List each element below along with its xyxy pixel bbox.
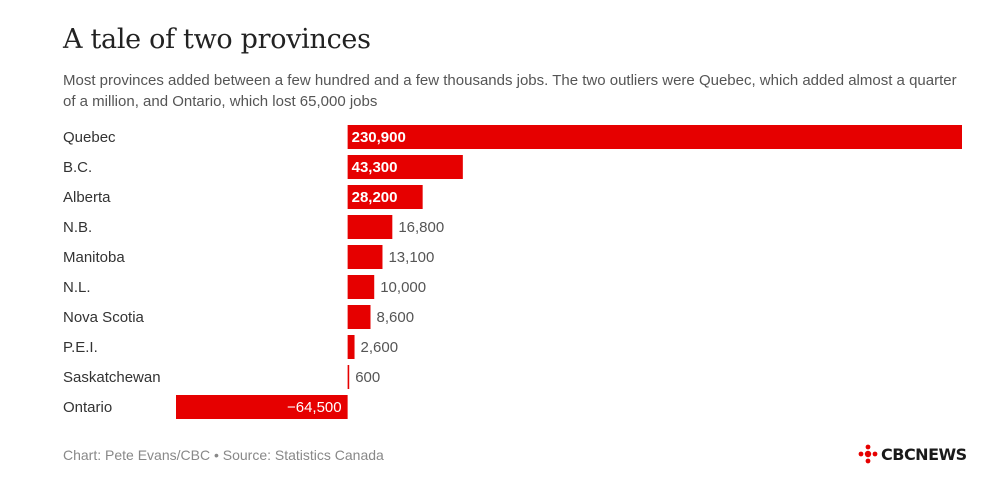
cbc-gem-icon <box>858 444 878 464</box>
bar <box>347 365 350 389</box>
data-label: 13,100 <box>388 249 434 266</box>
cbc-news-wordmark: CBCNEWS <box>881 444 967 464</box>
category-label: Quebec <box>63 129 116 146</box>
category-label: Manitoba <box>63 249 125 266</box>
category-label: N.L. <box>63 279 91 296</box>
bar <box>347 335 355 359</box>
chart-title: A tale of two provinces <box>63 24 371 55</box>
chart-credit: Chart: Pete Evans/CBC • Source: Statisti… <box>63 447 384 463</box>
cbc-news-logo[interactable]: CBCNEWS <box>858 443 967 465</box>
bar <box>347 185 423 209</box>
data-label: 230,900 <box>352 129 406 146</box>
bar <box>347 155 463 179</box>
category-label: Nova Scotia <box>63 309 145 326</box>
data-label: 10,000 <box>380 279 426 296</box>
bar <box>347 125 962 149</box>
data-label: 43,300 <box>352 159 398 176</box>
chart-subtitle: Most provinces added between a few hundr… <box>63 72 957 110</box>
data-label: 2,600 <box>361 339 399 356</box>
category-label: N.B. <box>63 219 92 236</box>
bar <box>347 215 393 239</box>
bar <box>176 395 348 419</box>
data-label: 28,200 <box>352 189 398 206</box>
category-label: Saskatchewan <box>63 369 161 386</box>
data-label: 16,800 <box>398 219 444 236</box>
data-label: 600 <box>355 369 380 386</box>
category-label: Ontario <box>63 399 112 416</box>
bar <box>347 245 383 269</box>
bar <box>347 275 375 299</box>
bar <box>347 305 371 329</box>
bar-chart: Quebec 230,900 B.C. 43,300 Alberta 28,200 N.B.… <box>63 125 962 419</box>
category-label: Alberta <box>63 189 111 206</box>
data-label: 8,600 <box>377 309 415 326</box>
category-label: P.E.I. <box>63 339 98 356</box>
data-label: −64,500 <box>287 399 342 416</box>
category-label: B.C. <box>63 159 92 176</box>
